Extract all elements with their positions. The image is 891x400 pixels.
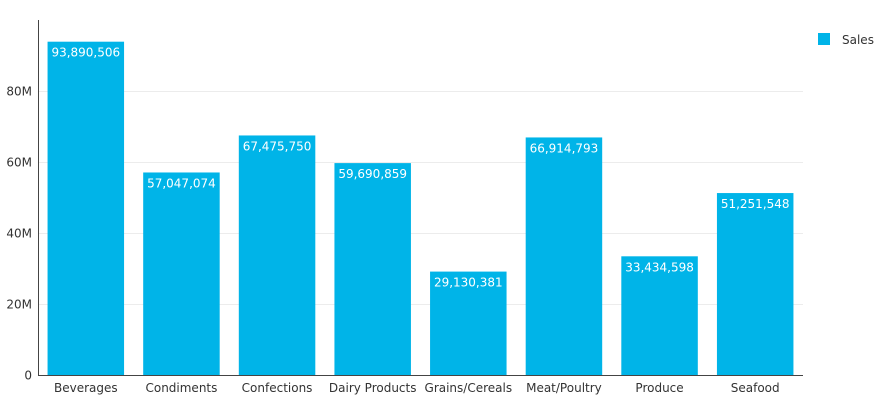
bar[interactable]	[334, 163, 411, 375]
bar[interactable]	[621, 256, 698, 375]
x-tick-label: Beverages	[54, 381, 118, 395]
bar-series	[47, 41, 794, 375]
data-label: 51,251,548	[721, 197, 790, 211]
data-label: 57,047,074	[147, 176, 216, 190]
y-tick-label: 20M	[6, 298, 32, 312]
data-label: 67,475,750	[243, 139, 312, 153]
y-tick-label: 0	[24, 369, 32, 383]
x-tick-label: Confections	[242, 381, 313, 395]
x-tick-label: Produce	[635, 381, 683, 395]
x-tick-label: Condiments	[145, 381, 217, 395]
data-label: 29,130,381	[434, 276, 503, 290]
x-tick-label: Grains/Cereals	[425, 381, 513, 395]
data-labels: 93,890,506 57,047,074 67,475,750 59,690,859…	[51, 46, 789, 290]
y-tick-label: 80M	[6, 85, 32, 99]
x-tick-label: Seafood	[731, 381, 780, 395]
bar[interactable]	[430, 271, 507, 375]
y-tick-label: 60M	[6, 156, 32, 170]
legend-swatch[interactable]	[818, 33, 830, 45]
bar[interactable]	[716, 193, 794, 375]
data-label: 93,890,506	[51, 46, 120, 60]
bar[interactable]	[525, 137, 603, 375]
data-label: 33,434,598	[625, 260, 694, 274]
x-tick-label: Meat/Poultry	[526, 381, 602, 395]
bar[interactable]	[238, 135, 316, 375]
legend[interactable]: Sales	[818, 33, 874, 47]
data-label: 66,914,793	[530, 141, 599, 155]
data-label: 59,690,859	[338, 167, 407, 181]
axes: 0 20M 40M 60M 80M Beverages Condiments Confecti…	[6, 20, 803, 395]
x-tick-label: Dairy Products	[329, 381, 417, 395]
bar[interactable]	[143, 172, 220, 375]
bar[interactable]	[47, 41, 125, 375]
legend-label[interactable]: Sales	[842, 33, 874, 47]
y-tick-label: 40M	[6, 227, 32, 241]
